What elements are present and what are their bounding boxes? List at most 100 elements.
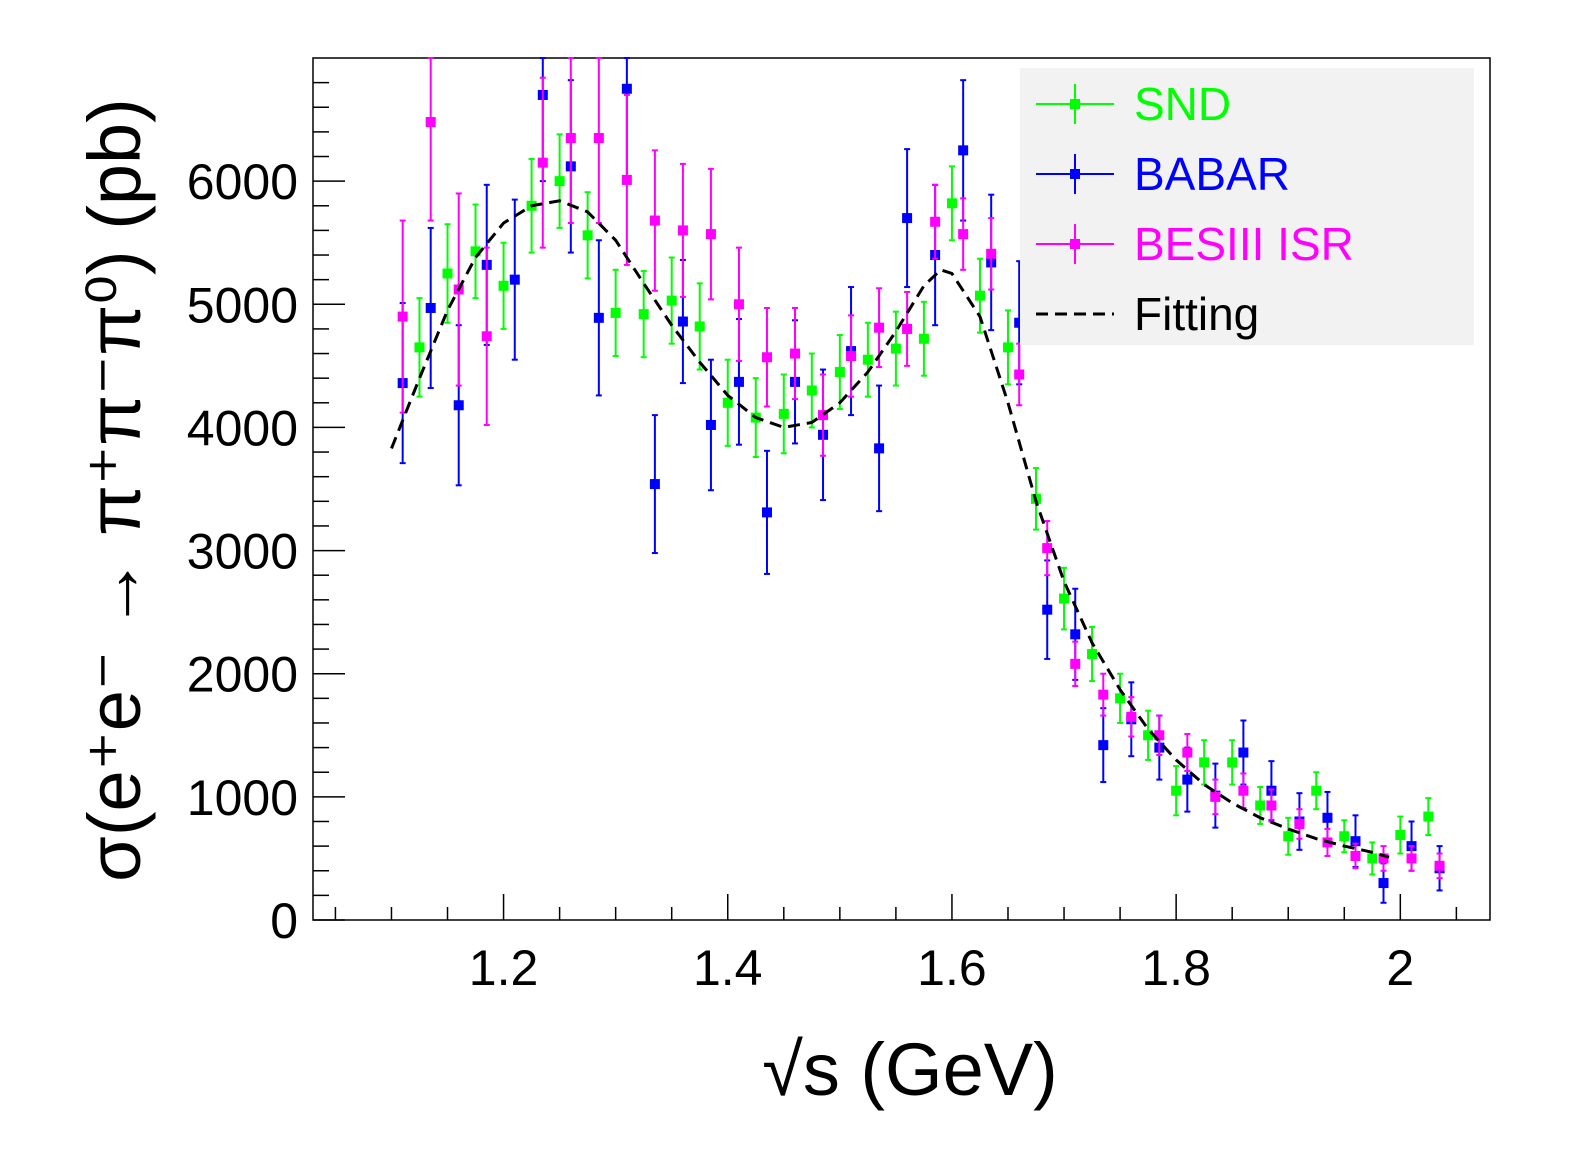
y-tick-label: 2000 <box>187 647 298 703</box>
babar-point <box>425 302 436 313</box>
snd-point <box>1339 831 1350 842</box>
y-tick-label: 0 <box>270 893 298 949</box>
y-tick-label: 5000 <box>187 277 298 333</box>
y-axis: 0 1000 2000 3000 4000 5000 6000 <box>187 81 345 949</box>
babar-point <box>1238 747 1249 758</box>
snd-point <box>1423 811 1434 822</box>
babar-point <box>1322 812 1333 823</box>
snd-point <box>918 333 929 344</box>
y-tick-label: 4000 <box>187 400 298 456</box>
besiii-isr-point <box>1350 850 1361 861</box>
snd-point <box>582 230 593 241</box>
snd-point <box>1002 342 1013 353</box>
babar-point <box>874 443 885 454</box>
besiii-isr-point <box>761 352 772 363</box>
snd-point <box>694 321 705 332</box>
snd-point <box>1143 730 1154 741</box>
x-axis: 1.2 1.4 1.6 1.8 2 <box>334 894 1458 996</box>
babar-point <box>1350 836 1361 847</box>
besiii-isr-point <box>818 410 829 421</box>
besiii-isr-point <box>1406 853 1417 864</box>
besiii-isr-point <box>1042 543 1053 554</box>
legend-label-babar: BABAR <box>1134 148 1290 200</box>
besiii-isr-point <box>790 348 801 359</box>
y-tick-label: 6000 <box>187 154 298 210</box>
babar-point <box>705 419 716 430</box>
babar-point <box>733 376 744 387</box>
babar-point <box>509 274 520 285</box>
snd-point <box>1199 757 1210 768</box>
babar-point <box>1070 629 1081 640</box>
snd-point <box>1255 800 1266 811</box>
snd-point <box>1367 853 1378 864</box>
y-tick-label: 3000 <box>187 524 298 580</box>
snd-point <box>1395 830 1406 841</box>
snd-point <box>834 367 845 378</box>
legend-label-snd: SND <box>1134 78 1231 130</box>
snd-point <box>946 198 957 209</box>
besiii-isr-point <box>1182 747 1193 758</box>
besiii-isr-point <box>1378 853 1389 864</box>
fitting-curve <box>390 199 1390 859</box>
babar-point <box>621 83 632 94</box>
x-axis-title: √s (GeV) <box>762 1028 1058 1111</box>
legend-marker-snd <box>1070 99 1080 109</box>
besiii-isr-point <box>1070 658 1081 669</box>
babar-point <box>1182 774 1193 785</box>
besiii-isr-point <box>621 174 632 185</box>
besiii-isr-point <box>958 229 969 240</box>
snd-point <box>442 268 453 279</box>
legend-label-besiii-isr: BESIII ISR <box>1134 218 1354 270</box>
besiii-isr-point <box>1266 800 1277 811</box>
legend-label-fitting: Fitting <box>1134 288 1259 340</box>
besiii-isr-point <box>397 311 408 322</box>
snd-point <box>1087 649 1098 660</box>
babar-point <box>958 145 969 156</box>
babar-point <box>1014 317 1025 328</box>
x-tick-label: 1.8 <box>1141 940 1211 996</box>
y-tick-label: 1000 <box>187 770 298 826</box>
besiii-isr-point <box>902 323 913 334</box>
besiii-isr-point <box>705 229 716 240</box>
snd-point <box>1311 785 1322 796</box>
besiii-isr-point <box>1238 785 1249 796</box>
besiii-isr-point <box>537 157 548 168</box>
babar-point <box>1378 878 1389 889</box>
besiii-isr-point <box>1014 369 1025 380</box>
legend: SND BABAR BESIII ISR Fitting <box>1020 68 1474 345</box>
besiii-isr-point <box>593 133 604 144</box>
legend-marker-babar <box>1070 169 1080 179</box>
legend-marker-besiii-isr <box>1070 239 1080 249</box>
snd-point <box>974 290 985 301</box>
y-axis-title: σ(e⁺e⁻ → π⁺π⁻π⁰) (pb) <box>73 98 156 882</box>
besiii-isr-point <box>677 225 688 236</box>
snd-point <box>554 176 565 187</box>
snd-point <box>638 309 649 320</box>
besiii-isr-point <box>1098 689 1109 700</box>
besiii-isr-point <box>1126 711 1137 722</box>
snd-point <box>1059 593 1070 604</box>
besiii-isr-point <box>1210 791 1221 802</box>
snd-point <box>778 408 789 419</box>
babar-point <box>593 312 604 323</box>
plot-area <box>312 57 1491 921</box>
besiii-isr-point <box>930 216 941 227</box>
besiii-isr-point <box>565 133 576 144</box>
besiii-isr-point <box>986 248 997 259</box>
snd-point <box>498 280 509 291</box>
besiii-isr-point <box>481 331 492 342</box>
babar-point <box>761 507 772 518</box>
legend-box <box>1020 68 1474 345</box>
x-tick-label: 2 <box>1386 940 1414 996</box>
snd-point <box>1227 757 1238 768</box>
snd-point <box>862 354 873 365</box>
besiii-isr-point <box>1434 860 1445 871</box>
besiii-isr-point <box>1154 730 1165 741</box>
besiii-isr-point <box>874 322 885 333</box>
snd-point <box>666 295 677 306</box>
snd-point <box>890 343 901 354</box>
babar-point <box>1042 604 1053 615</box>
snd-point <box>806 385 817 396</box>
x-tick-label: 1.4 <box>693 940 763 996</box>
